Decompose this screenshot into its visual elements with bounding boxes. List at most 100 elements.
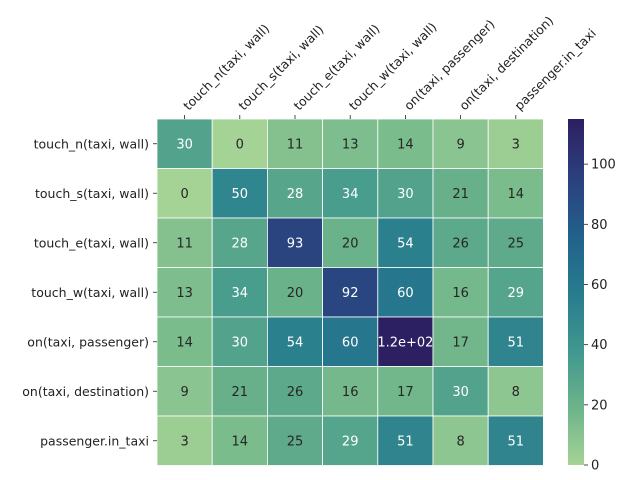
cell-value-label: 11	[176, 236, 193, 251]
cell-value-label: 3	[512, 137, 520, 152]
colorbar: 0 20 40 60 80 100	[568, 119, 616, 474]
cell-value-label: 92	[342, 286, 359, 301]
cell-value-label: 21	[232, 385, 249, 400]
y-tick-label: on(taxi, destination)	[22, 384, 149, 399]
heatmap-cell	[156, 267, 213, 318]
heatmap-cell	[487, 366, 544, 417]
heatmap-cell	[156, 316, 213, 367]
heatmap-cell	[487, 415, 544, 466]
cell-value-label: 30	[452, 385, 469, 400]
cell-value-label: 25	[287, 434, 304, 449]
cell-value-label: 0	[236, 137, 244, 152]
y-tick-label: passenger.in_taxi	[40, 433, 149, 448]
colorbar-tick-label: 20	[591, 398, 608, 413]
cell-value-label: 30	[176, 137, 193, 152]
x-tick-label: on(taxi, passenger)	[401, 16, 498, 113]
cell-value-label: 1.2e+02	[377, 335, 433, 350]
cell-value-label: 54	[397, 236, 414, 251]
heatmap-cell	[322, 267, 379, 318]
cell-value-label: 28	[287, 187, 304, 202]
y-tick-label: touch_s(taxi, wall)	[35, 186, 149, 201]
x-tick-label: on(taxi, destination)	[456, 13, 556, 113]
y-tick-labels: touch_n(taxi, wall) touch_s(taxi, wall) to…	[22, 136, 157, 448]
heatmap-cell	[156, 118, 213, 169]
heatmap-cell	[432, 217, 489, 268]
colorbar-tick-label: 80	[591, 218, 608, 233]
heatmap-cell	[377, 415, 434, 466]
y-tick-label: touch_e(taxi, wall)	[34, 235, 149, 250]
cell-value-label: 16	[452, 286, 469, 301]
heatmap-cell	[156, 366, 213, 417]
heatmap-cell	[322, 366, 379, 417]
cell-value-label: 0	[180, 187, 188, 202]
heatmap-cell	[211, 217, 268, 268]
cell-value-label: 20	[287, 286, 304, 301]
heatmap-cell	[266, 316, 323, 367]
cell-value-label: 29	[342, 434, 359, 449]
cell-value-label: 21	[452, 187, 469, 202]
heatmap-cell	[266, 168, 323, 219]
cell-value-label: 9	[456, 137, 464, 152]
cell-value-label: 28	[232, 236, 249, 251]
cell-value-label: 16	[342, 385, 359, 400]
heatmap-cell	[432, 118, 489, 169]
heatmap-cell	[211, 118, 268, 169]
x-tick-labels: touch_n(taxi, wall)touch_s(taxi, wall)to…	[180, 13, 599, 119]
heatmap-cell	[266, 415, 323, 466]
cell-value-label: 25	[508, 236, 525, 251]
heatmap-cell	[377, 168, 434, 219]
cell-value-label: 26	[287, 385, 304, 400]
heatmap-cell	[487, 217, 544, 268]
cell-value-label: 60	[397, 286, 414, 301]
colorbar-gradient	[568, 119, 584, 465]
cell-value-label: 54	[287, 335, 304, 350]
heatmap-cell	[487, 168, 544, 219]
cell-value-label: 14	[397, 137, 414, 152]
heatmap-cell	[432, 267, 489, 318]
cell-value-label: 17	[452, 335, 469, 350]
cell-value-label: 93	[287, 236, 304, 251]
y-tick-label: touch_n(taxi, wall)	[34, 136, 149, 151]
heatmap-cell	[211, 267, 268, 318]
colorbar-tick-label: 100	[591, 158, 616, 173]
cell-value-label: 8	[512, 385, 520, 400]
cell-value-label: 20	[342, 236, 359, 251]
heatmap-cell	[377, 217, 434, 268]
heatmap-cell	[211, 366, 268, 417]
cell-value-label: 11	[287, 137, 304, 152]
heatmap-cell	[322, 217, 379, 268]
cell-value-label: 60	[342, 335, 359, 350]
cell-value-label: 29	[508, 286, 525, 301]
heatmap-cell	[377, 366, 434, 417]
cell-value-label: 14	[176, 335, 193, 350]
heatmap-cell	[266, 217, 323, 268]
colorbar-tick-label: 60	[591, 278, 608, 293]
cell-value-label: 30	[232, 335, 249, 350]
heatmap-cell	[156, 415, 213, 466]
colorbar-tick-label: 0	[591, 459, 599, 474]
heatmap-cell	[432, 415, 489, 466]
cell-value-label: 34	[342, 187, 359, 202]
heatmap-cell	[487, 267, 544, 318]
cell-value-label: 34	[232, 286, 249, 301]
cell-value-label: 26	[452, 236, 469, 251]
heatmap-cell	[322, 415, 379, 466]
heatmap-cell	[322, 118, 379, 169]
cell-value-label: 9	[180, 385, 188, 400]
cell-value-label: 13	[176, 286, 193, 301]
heatmap-cell	[266, 366, 323, 417]
cell-value-label: 3	[180, 434, 188, 449]
cell-value-label: 17	[397, 385, 414, 400]
cell-value-label: 51	[397, 434, 414, 449]
cell-value-label: 51	[508, 434, 525, 449]
cell-value-label: 30	[397, 187, 414, 202]
y-tick-label: touch_w(taxi, wall)	[31, 285, 149, 300]
colorbar-tick-label: 40	[591, 338, 608, 353]
cell-value-label: 14	[232, 434, 249, 449]
cell-value-label: 8	[456, 434, 464, 449]
cell-value-label: 13	[342, 137, 359, 152]
y-tick-label: on(taxi, passenger)	[27, 334, 149, 349]
cell-value-label: 50	[232, 187, 249, 202]
